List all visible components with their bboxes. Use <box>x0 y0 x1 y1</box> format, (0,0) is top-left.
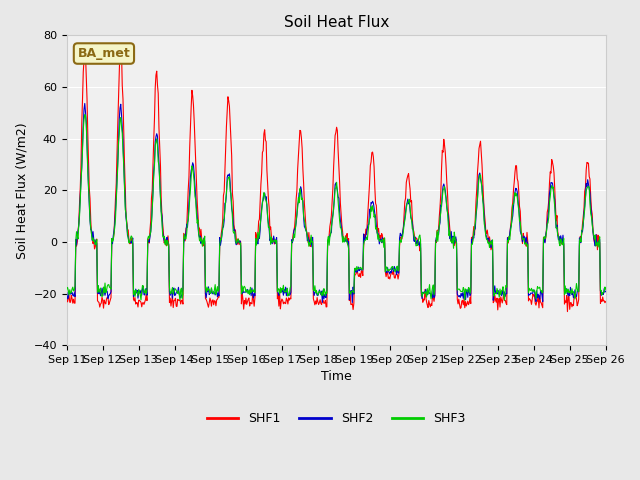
Legend: SHF1, SHF2, SHF3: SHF1, SHF2, SHF3 <box>202 407 470 430</box>
Text: BA_met: BA_met <box>77 47 131 60</box>
Y-axis label: Soil Heat Flux (W/m2): Soil Heat Flux (W/m2) <box>15 122 28 259</box>
X-axis label: Time: Time <box>321 371 351 384</box>
Title: Soil Heat Flux: Soil Heat Flux <box>284 15 389 30</box>
